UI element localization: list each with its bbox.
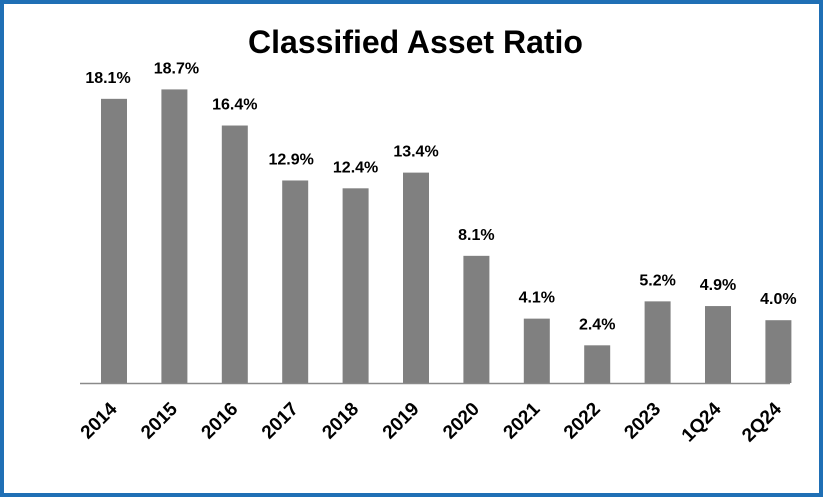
x-tick-label-2018: 2018 — [318, 399, 363, 444]
x-tick-label-2014: 2014 — [77, 398, 122, 443]
x-tick-label-2020: 2020 — [439, 399, 484, 444]
bar-2021 — [523, 318, 550, 383]
x-tick-label-2016: 2016 — [198, 399, 243, 444]
data-label-2016: 16.4% — [212, 97, 257, 114]
bar-2015 — [161, 89, 188, 383]
bar-2016 — [221, 125, 248, 384]
x-tick-label-2021: 2021 — [500, 398, 545, 443]
x-tick-label-1Q24: 1Q24 — [678, 398, 726, 446]
data-label-2017: 12.9% — [269, 151, 314, 168]
x-tick-label-2015: 2015 — [137, 398, 182, 443]
data-label-2023: 5.2% — [639, 272, 675, 289]
bar-2020 — [463, 255, 490, 383]
chart-title: Classified Asset Ratio — [248, 24, 583, 60]
x-tick-label-2019: 2019 — [379, 399, 424, 444]
x-tick-label-2017: 2017 — [258, 399, 303, 444]
data-label-2019: 13.4% — [393, 144, 438, 161]
x-tick-label-2Q24: 2Q24 — [738, 398, 786, 446]
bar-2019 — [403, 172, 429, 383]
data-label-2020: 8.1% — [458, 227, 494, 244]
data-label-2015: 18.7% — [154, 60, 199, 77]
bar-2Q24 — [765, 320, 792, 383]
x-tick-label-2023: 2023 — [620, 399, 665, 444]
data-label-2018: 12.4% — [333, 159, 378, 176]
data-label-2014: 18.1% — [85, 70, 130, 87]
data-label-1Q24: 4.9% — [700, 277, 736, 294]
bar-2022 — [584, 345, 611, 383]
x-tick-label-2022: 2022 — [560, 399, 605, 444]
bar-2017 — [282, 180, 309, 383]
data-label-2Q24: 4.0% — [760, 291, 796, 308]
bar-2023 — [644, 301, 671, 383]
bar-2018 — [342, 188, 369, 383]
bar-1Q24 — [705, 306, 731, 383]
data-label-2021: 4.1% — [519, 290, 555, 307]
bar-2014 — [101, 98, 127, 383]
data-label-2022: 2.4% — [579, 316, 615, 333]
